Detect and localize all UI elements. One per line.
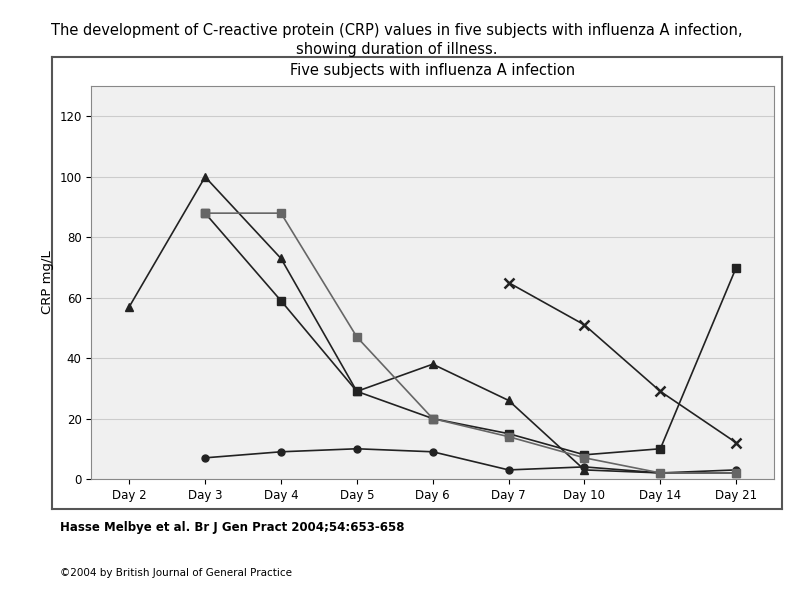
Title: Five subjects with influenza A infection: Five subjects with influenza A infection (290, 63, 576, 78)
Text: The development of C-reactive protein (CRP) values in five subjects with influen: The development of C-reactive protein (C… (52, 23, 742, 37)
Text: ©2004 by British Journal of General Practice: ©2004 by British Journal of General Prac… (60, 568, 291, 578)
Y-axis label: CRP mg/L: CRP mg/L (40, 250, 54, 315)
Text: showing duration of illness.: showing duration of illness. (296, 42, 498, 57)
Text: Hasse Melbye et al. Br J Gen Pract 2004;54:653-658: Hasse Melbye et al. Br J Gen Pract 2004;… (60, 521, 404, 534)
